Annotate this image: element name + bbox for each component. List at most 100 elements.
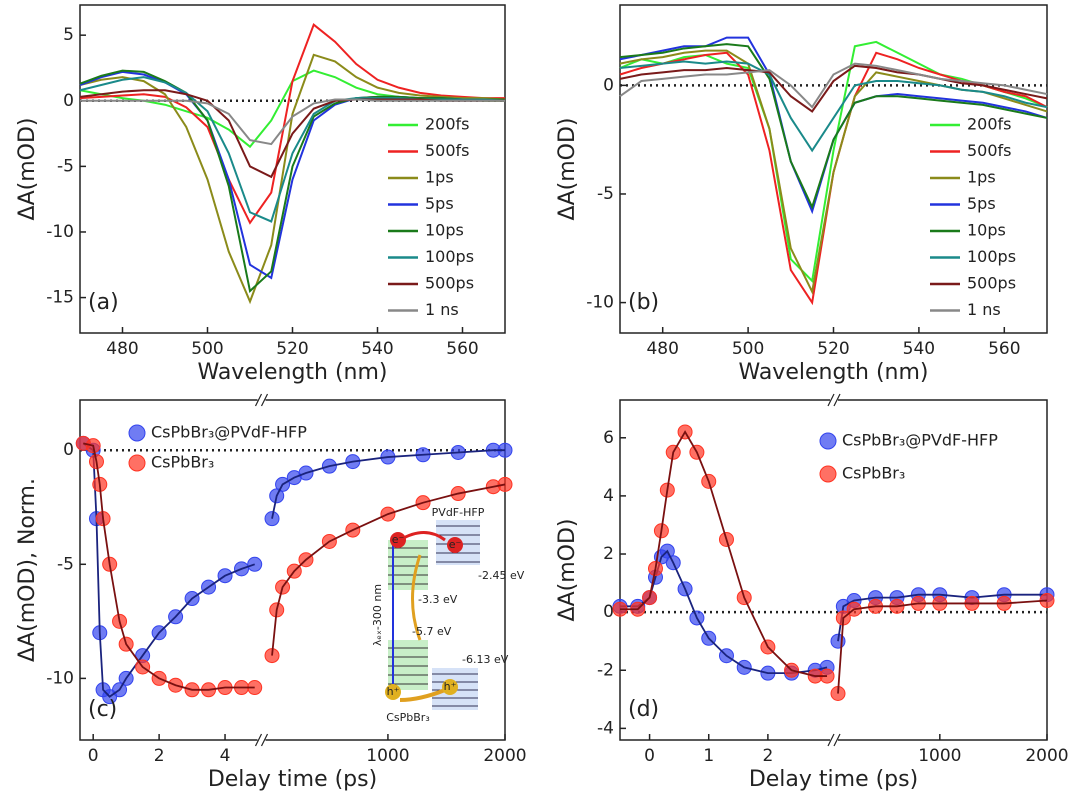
legend-label: CsPbBr₃ [842, 464, 905, 483]
x-tick-label: 540 [361, 339, 393, 359]
legend-label: CsPbBr₃ [151, 453, 214, 472]
y-tick-label: -10 [46, 668, 74, 688]
legend-label: 500ps [425, 274, 474, 293]
legend-label: 1 ns [425, 300, 459, 319]
x-tick-label: 4 [220, 746, 231, 766]
x-tick-label: 500 [732, 339, 764, 359]
y-axis-label: ΔA(mOD) [555, 519, 580, 622]
carrier [442, 679, 458, 695]
spectrum-line [619, 40, 1048, 283]
spectrum-line [619, 62, 1048, 109]
legend-label: 500ps [967, 274, 1016, 293]
y-tick-label: -10 [46, 222, 74, 242]
x-tick-label: 2000 [1025, 746, 1068, 766]
legend-label: 10ps [425, 221, 464, 240]
carrier [385, 684, 401, 700]
y-axis-label: ΔA(mOD) [555, 118, 580, 221]
legend-label: CsPbBr₃@PVdF-HFP [151, 423, 307, 442]
spectrum-line [619, 43, 1048, 210]
axis-break-gap [830, 398, 838, 402]
legend-marker [128, 454, 146, 472]
y-tick-label: 0 [63, 91, 74, 111]
legend-label: 10ps [967, 221, 1006, 240]
axis-break [254, 393, 263, 407]
legend-label: 1 ns [967, 300, 1001, 319]
spectrum-line [79, 53, 506, 305]
axis-break [827, 393, 835, 407]
x-tick-label: 540 [903, 339, 935, 359]
x-axis-label: Wavelength (nm) [197, 360, 387, 385]
carrier [447, 537, 463, 553]
legend-label: 500fs [967, 141, 1012, 160]
y-tick-label: 5 [63, 25, 74, 45]
fit-line [620, 430, 828, 677]
inset-label: -6.13 eV [462, 653, 509, 666]
y-axis-label: ΔA(mOD) [15, 118, 40, 221]
relax-arrow [411, 554, 422, 641]
inset-diagram: e⁻ e⁻ h⁺ h⁺ PVdF-HFP -2.45 eV -3.3 eV -5.7 eV -6… [371, 506, 525, 724]
legend-label: 200fs [967, 115, 1012, 134]
y-tick-label: -4 [597, 718, 614, 738]
legend-label: 200fs [425, 115, 470, 134]
x-axis-label: Delay time (ps) [749, 767, 918, 791]
legend-marker [819, 465, 837, 483]
legend-label: 100ps [425, 247, 474, 266]
x-tick-label: 560 [988, 339, 1020, 359]
fit-line [271, 449, 505, 519]
y-tick-label: -10 [586, 293, 614, 313]
plot-frame [79, 399, 506, 741]
inset-label: CsPbBr₃ [386, 711, 430, 724]
legend-label: 5ps [967, 194, 996, 213]
legend-marker [819, 432, 837, 450]
x-tick-label: 2000 [483, 746, 526, 766]
x-tick-label: 560 [446, 339, 478, 359]
inset-label: -3.3 eV [418, 593, 458, 606]
inset-label: -5.7 eV [412, 625, 452, 638]
panel-label: (c) [88, 697, 117, 722]
inset-label: -2.45 eV [478, 569, 525, 582]
x-tick-label: 0 [88, 746, 99, 766]
y-tick-label: 4 [603, 486, 614, 506]
x-tick-label: 520 [817, 339, 849, 359]
axis-break-gap [257, 738, 266, 742]
axis-break [833, 733, 841, 747]
x-axis-label: Wavelength (nm) [738, 360, 928, 385]
fit-line [837, 593, 1047, 642]
x-tick-label: 480 [646, 339, 678, 359]
y-tick-label: 0 [63, 440, 74, 460]
legend-label: 5ps [425, 194, 454, 213]
y-tick-label: -5 [57, 156, 74, 176]
axis-break [260, 393, 269, 407]
x-tick-label: 1 [703, 746, 714, 766]
x-tick-label: 520 [276, 339, 308, 359]
axis-break-gap [257, 398, 266, 402]
transfer-arrow [399, 688, 446, 702]
carrier [390, 532, 406, 548]
legend-label: CsPbBr₃@PVdF-HFP [842, 431, 998, 450]
x-tick-label: 500 [191, 339, 223, 359]
panel-label: (d) [628, 697, 659, 722]
spectrum-line [619, 60, 1048, 153]
panel-label: (a) [88, 290, 119, 315]
x-tick-label: 1000 [918, 746, 961, 766]
y-axis-label: ΔA(mOD), Norm. [15, 478, 40, 662]
fit-line [837, 599, 1048, 694]
axis-break [254, 733, 263, 747]
axis-break-gap [830, 738, 838, 742]
carrier-label: e⁻ [392, 533, 405, 546]
y-tick-label: 0 [603, 75, 614, 95]
legend-marker [128, 424, 146, 442]
x-tick-label: 480 [106, 339, 138, 359]
spectrum-line [79, 23, 505, 225]
axis-break [260, 733, 269, 747]
y-tick-label: -5 [57, 554, 74, 574]
y-tick-label: 2 [603, 544, 614, 564]
y-tick-label: 0 [603, 602, 614, 622]
y-tick-label: -15 [46, 288, 74, 308]
fit-line [83, 442, 255, 691]
axis-break [833, 393, 841, 407]
inset-label: λₑₓ-300 nm [371, 584, 384, 646]
inset-label: PVdF-HFP [432, 506, 485, 519]
panel-label: (b) [628, 290, 659, 315]
